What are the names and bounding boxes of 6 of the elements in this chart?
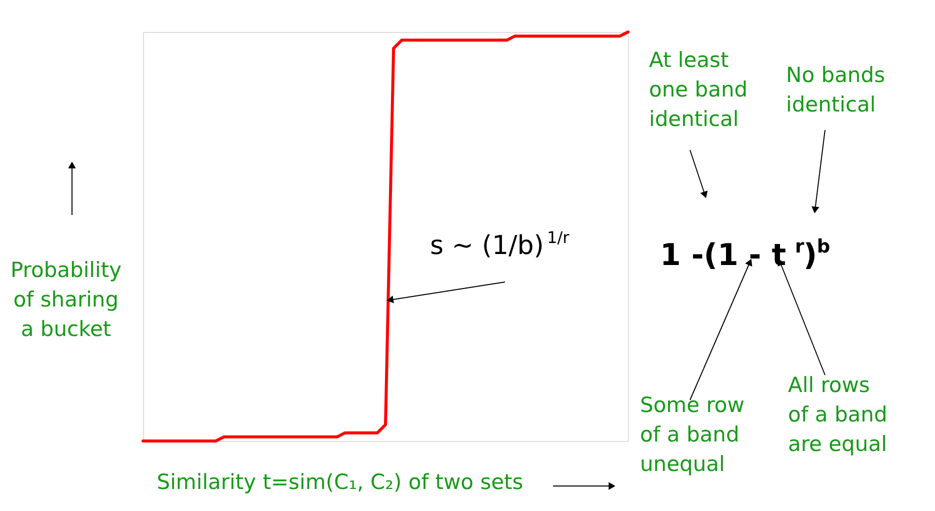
y-axis-title: Probability of sharing a bucket xyxy=(10,258,122,341)
text: Some row of a band unequal xyxy=(640,393,744,476)
text: All rows of a band are equal xyxy=(788,373,888,456)
text: No bands identical xyxy=(786,63,886,116)
text: At least one band identical xyxy=(649,48,748,131)
x-axis-title: Similarity t=sim(C₁, C₂) of two sets xyxy=(156,470,524,494)
